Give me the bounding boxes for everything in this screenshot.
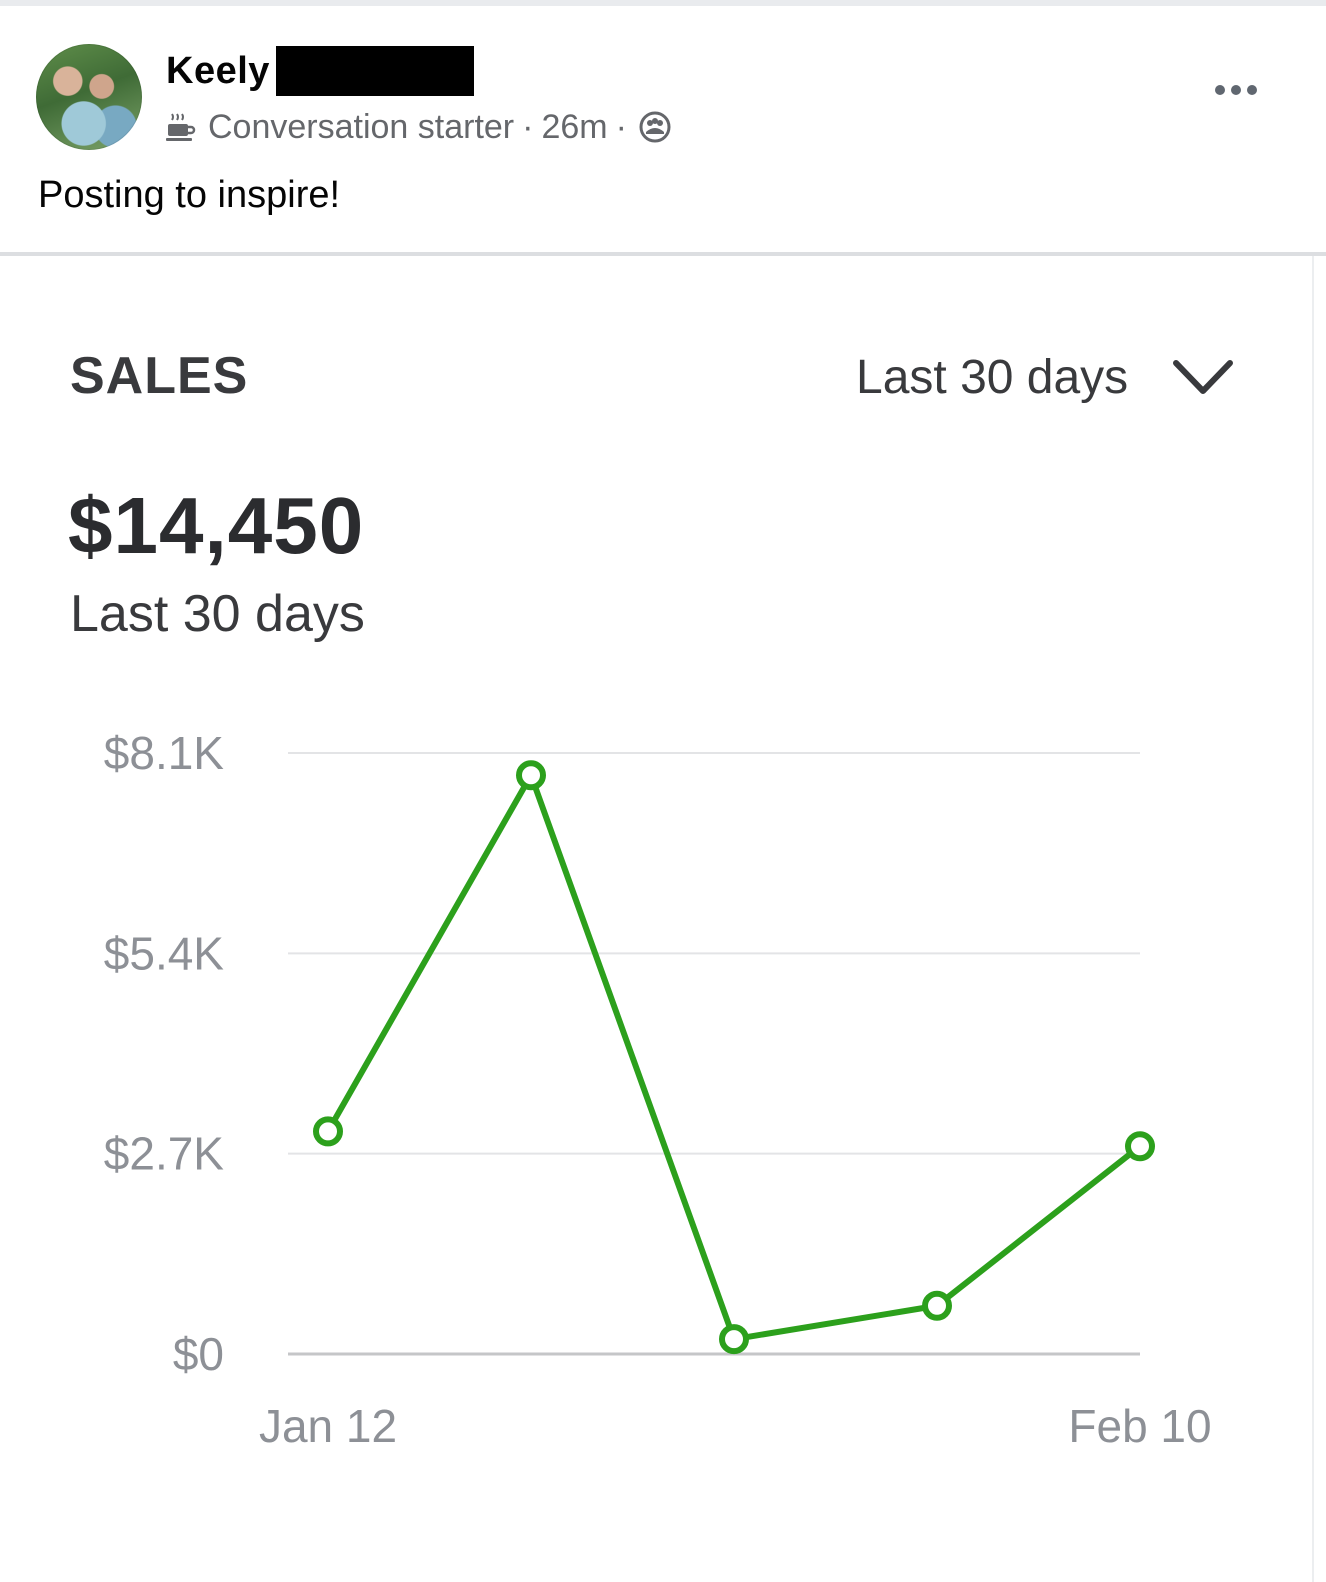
top-separator: [0, 0, 1326, 6]
more-options-icon[interactable]: [1208, 72, 1264, 108]
more-dot: [1247, 85, 1257, 95]
post-time[interactable]: 26m: [541, 107, 608, 146]
y-tick-label: $5.4K: [104, 927, 225, 979]
badge-label[interactable]: Conversation starter: [208, 107, 515, 146]
data-point: [719, 1324, 749, 1355]
data-point: [922, 1290, 952, 1321]
y-tick-label: $0: [173, 1328, 224, 1380]
meta-separator: ·: [615, 107, 627, 146]
post-text: Posting to inspire!: [38, 174, 341, 216]
sales-line-chart: $0 $2.7K $5.4K $8.1K Jan 12 Feb 10: [104, 727, 1212, 1452]
card-title: SALES: [70, 347, 249, 405]
post-header: Keely Conversation starter · 26m · Posti…: [0, 6, 1326, 252]
coffee-cup-icon: [166, 113, 196, 141]
post-divider: [0, 252, 1326, 256]
more-dot: [1231, 85, 1241, 95]
author-name[interactable]: Keely: [166, 49, 270, 92]
card-edge: [1312, 256, 1314, 1582]
data-point: [1125, 1131, 1155, 1162]
redaction-bar: [275, 46, 474, 96]
chevron-down-icon: [1173, 360, 1234, 394]
data-point: [313, 1116, 343, 1147]
x-tick-label: Jan 12: [259, 1400, 397, 1452]
date-range-label: Last 30 days: [856, 350, 1129, 404]
sales-total: $14,450: [68, 481, 365, 570]
data-point: [516, 760, 546, 791]
y-tick-label: $8.1K: [104, 727, 225, 779]
meta-separator: ·: [522, 107, 534, 146]
author-row: Keely: [166, 46, 474, 96]
sales-total-caption: Last 30 days: [70, 585, 365, 643]
x-tick-label: Feb 10: [1068, 1400, 1211, 1452]
more-dot: [1215, 85, 1225, 95]
group-audience-icon[interactable]: [639, 111, 671, 143]
post-meta: Conversation starter · 26m ·: [164, 106, 671, 148]
series-line: [325, 772, 1143, 1343]
date-range-dropdown[interactable]: Last 30 days: [856, 344, 1234, 410]
author-avatar[interactable]: [36, 44, 142, 150]
y-tick-label: $2.7K: [104, 1128, 225, 1180]
